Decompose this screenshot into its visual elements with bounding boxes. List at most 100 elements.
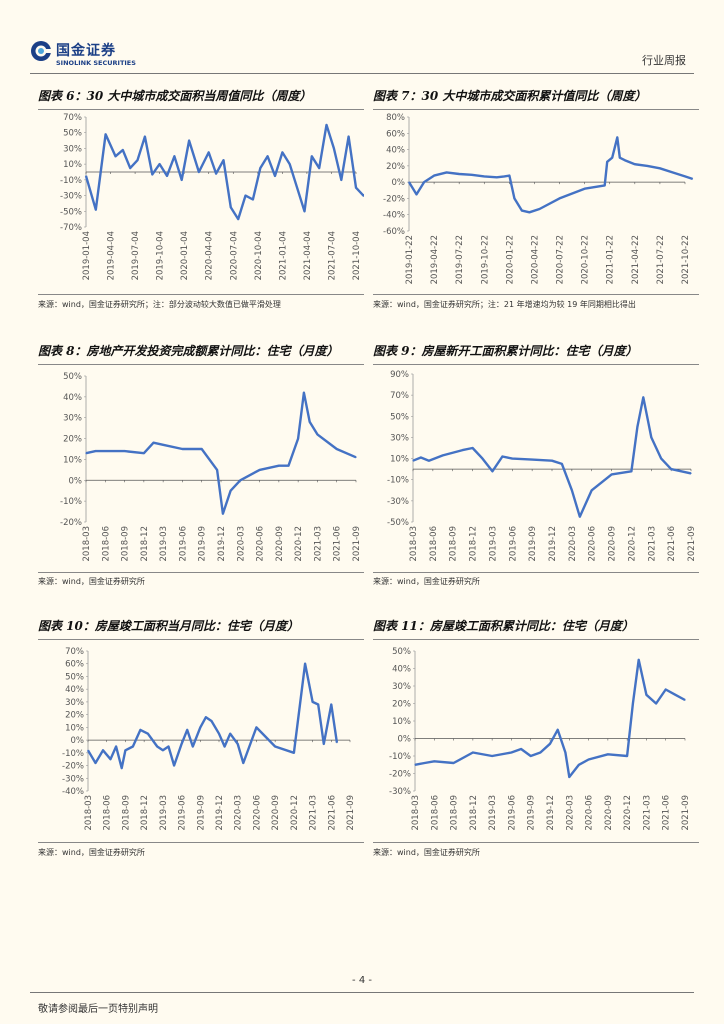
data-point bbox=[201, 448, 203, 450]
data-point bbox=[259, 167, 261, 169]
y-tick-label: 20% bbox=[65, 711, 84, 721]
data-point bbox=[102, 749, 104, 751]
y-tick-label: 80% bbox=[386, 113, 405, 123]
data-point bbox=[362, 195, 364, 197]
disclaimer-link[interactable]: 敬请参阅最后一页特别声明 bbox=[38, 1004, 158, 1015]
data-point bbox=[611, 473, 613, 475]
data-point bbox=[611, 157, 613, 159]
data-point bbox=[632, 702, 634, 705]
x-tick-label: 2018-03 bbox=[84, 795, 94, 831]
x-tick-label: 2018-09 bbox=[449, 526, 459, 562]
data-point bbox=[626, 755, 628, 757]
data-point bbox=[634, 163, 636, 165]
data-point bbox=[121, 767, 123, 769]
data-point bbox=[551, 460, 553, 462]
figure-10-panel: 图表 10：房屋竣工面积当月同比：住宅（月度） 70% 60% 50% 40% 30% 2… bbox=[38, 617, 364, 862]
logo-mark-icon bbox=[31, 41, 52, 61]
y-tick-label: 10% bbox=[392, 717, 411, 727]
x-tick-label: 2021-04-04 bbox=[303, 231, 313, 280]
data-point bbox=[304, 663, 306, 665]
data-point bbox=[630, 470, 632, 472]
x-tick-label: 2018-03 bbox=[82, 526, 92, 562]
y-tick-label: 90% bbox=[390, 370, 409, 380]
y-tick-label: 30% bbox=[63, 144, 82, 154]
data-point bbox=[433, 175, 435, 177]
data-point bbox=[442, 454, 444, 456]
y-tick-label: 10% bbox=[65, 723, 84, 733]
figure-7-panel: 图表 7：30 大中城市成交面积累计值同比（周度） 80% 60% 40% 20% 0%… bbox=[373, 87, 699, 312]
x-tick-label: 2019-06 bbox=[178, 526, 188, 562]
y-tick-label: 30% bbox=[390, 433, 409, 443]
data-point bbox=[255, 726, 257, 728]
data-point bbox=[210, 720, 213, 722]
data-point bbox=[312, 701, 314, 703]
data-point bbox=[501, 455, 503, 458]
figure-10-chart: 70%60%50%40%30%20%10%0%-10%-20%-30%-40%2… bbox=[62, 647, 356, 831]
y-tick-label: 70% bbox=[390, 391, 409, 401]
data-point bbox=[491, 470, 493, 472]
logo-english-name: SINOLINK SECURITIES bbox=[56, 59, 136, 67]
source-divider bbox=[373, 294, 699, 295]
series-line bbox=[85, 391, 357, 515]
data-point bbox=[237, 218, 239, 220]
y-tick-label: -40% bbox=[383, 211, 405, 221]
data-point bbox=[336, 742, 338, 744]
data-point bbox=[671, 171, 674, 173]
company-logo: 国金证券 SINOLINK SECURITIES bbox=[30, 40, 150, 74]
x-tick-label: 2021-07-22 bbox=[656, 235, 666, 284]
x-tick-label: 2018-12 bbox=[469, 526, 479, 562]
data-point bbox=[144, 136, 146, 138]
y-tick-label: -20% bbox=[383, 194, 405, 204]
figure-7-chart: 80% 60% 40% 20% 0% -20% -40% -60%2019-01-22 2019… bbox=[383, 113, 694, 284]
x-tick-label: 2020-07-04 bbox=[229, 231, 239, 280]
data-point bbox=[166, 175, 168, 177]
data-point bbox=[408, 181, 410, 183]
x-tick-label: 2019-09 bbox=[198, 526, 208, 562]
data-point bbox=[521, 210, 523, 212]
data-point bbox=[147, 733, 149, 735]
data-point bbox=[424, 762, 426, 764]
x-tick-label: 2018-03 bbox=[409, 526, 419, 562]
data-point bbox=[558, 197, 561, 199]
figure-source: 来源：wind，国金证券研究所 bbox=[38, 848, 145, 857]
y-tick-label: 50% bbox=[63, 129, 82, 139]
y-tick-label: -50% bbox=[60, 207, 82, 217]
x-tick-label: 2019-07-22 bbox=[455, 235, 465, 284]
data-point bbox=[85, 175, 87, 177]
data-point bbox=[230, 490, 232, 492]
x-tick-label: 2019-01-04 bbox=[82, 231, 92, 280]
data-point bbox=[162, 444, 164, 446]
data-point bbox=[143, 452, 145, 454]
data-point bbox=[186, 729, 188, 731]
figure-title: 图表 10：房屋竣工面积当月同比：住宅（月度） bbox=[38, 619, 299, 633]
data-point bbox=[323, 743, 325, 745]
data-point bbox=[167, 745, 170, 748]
figure-9-panel: 图表 9：房屋新开工面积累计同比：住宅（月度） 90% 70% 50% 30% 10% -… bbox=[373, 342, 699, 587]
data-point bbox=[267, 155, 269, 157]
x-tick-label: 2021-09 bbox=[352, 526, 362, 562]
x-tick-label: 2019-10-22 bbox=[480, 235, 490, 284]
data-point bbox=[588, 758, 590, 761]
data-point bbox=[584, 188, 586, 190]
data-point bbox=[215, 173, 217, 175]
data-point bbox=[491, 755, 493, 757]
x-tick-label: 2019-09 bbox=[528, 526, 538, 562]
x-tick-label: 2021-10-22 bbox=[681, 235, 691, 284]
data-point bbox=[508, 175, 510, 177]
y-tick-label: 30% bbox=[65, 698, 84, 708]
data-point bbox=[156, 745, 158, 748]
figure-9-chart: 90% 70% 50% 30% 10% -10% -30% -50%2018-03 2018-0… bbox=[387, 370, 697, 562]
title-divider bbox=[38, 109, 364, 110]
series-line bbox=[86, 662, 339, 770]
data-point bbox=[336, 448, 338, 450]
x-tick-label: 2018-09 bbox=[121, 526, 131, 562]
data-point bbox=[472, 751, 474, 754]
y-tick-label: 70% bbox=[63, 113, 82, 123]
x-tick-label: 2019-12 bbox=[215, 795, 225, 831]
data-point bbox=[414, 764, 416, 766]
y-tick-label: -60% bbox=[383, 227, 405, 237]
page-number: - 4 - bbox=[352, 975, 372, 986]
x-tick-label: 2019-03 bbox=[159, 526, 169, 562]
data-point bbox=[95, 450, 97, 452]
x-tick-label: 2019-03 bbox=[159, 795, 169, 831]
